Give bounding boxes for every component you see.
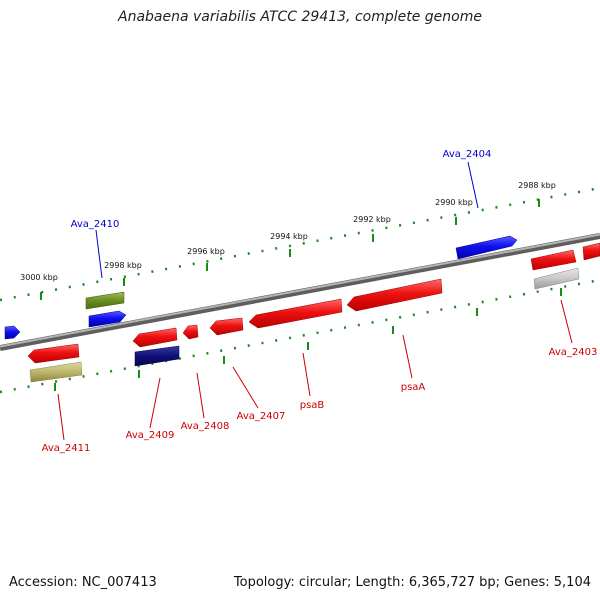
label-ava-2410: Ava_2410 [71,219,120,230]
inner-tick-ring [0,278,600,394]
accession-text: Accession: NC_007413 [9,575,157,590]
gene-psab [248,298,343,329]
genome-title: Anabaena variabilis ATCC 29413, complete… [118,9,482,25]
gene-ava-2404 [455,235,518,260]
gene-psaa [346,278,443,312]
gene-olive [85,291,125,310]
tick-label-2992: 2992 kbp [353,215,391,224]
tick-label-2996: 2996 kbp [187,247,225,256]
gene-ava-2410 [88,310,127,328]
label-ava-2407: Ava_2407 [237,411,286,422]
tick-label-3000: 3000 kbp [20,273,58,282]
gene-ava-2409-navy [134,345,180,367]
leader-ava-2404 [467,161,479,209]
gene-ava-2407 [209,317,244,336]
label-ava-2411: Ava_2411 [42,443,91,454]
leader-ava-2408 [196,372,205,419]
tick-label-2994: 2994 kbp [270,232,308,241]
gene-ava-2411 [27,343,80,364]
gene-ava-2403-a [582,242,600,261]
label-ava-2403: Ava_2403 [549,347,598,358]
leader-ava-2411 [57,393,65,441]
label-ava-2409: Ava_2409 [126,430,175,441]
genome-summary-text: Topology: circular; Length: 6,365,727 bp… [233,575,591,590]
gene-ava-2411-khaki [29,361,83,383]
leader-ava-2403 [560,299,573,344]
label-psaa: psaA [401,382,426,393]
tick-label-2998: 2998 kbp [104,261,142,270]
gene-ava-2408 [182,324,199,340]
gene-ava-2403-b [530,249,577,271]
tick-label-2990: 2990 kbp [435,198,473,207]
tick-label-2988: 2988 kbp [518,181,556,190]
leader-ava-2410 [95,229,103,279]
label-ava-2404: Ava_2404 [443,149,492,160]
label-psab: psaB [300,400,325,411]
gene-ava-2403-gray [533,267,580,290]
gene-ava-2409-red [132,327,178,348]
genome-backbone [0,233,600,351]
leader-ava-2407 [232,366,259,409]
leader-ava-2409 [149,377,161,429]
genome-backbone-highlight [0,233,600,348]
outer-tick-ring [0,186,600,302]
leader-psab [302,352,311,397]
label-ava-2408: Ava_2408 [181,421,230,432]
leader-psaa [402,334,413,379]
gene-small-blue [4,325,21,340]
